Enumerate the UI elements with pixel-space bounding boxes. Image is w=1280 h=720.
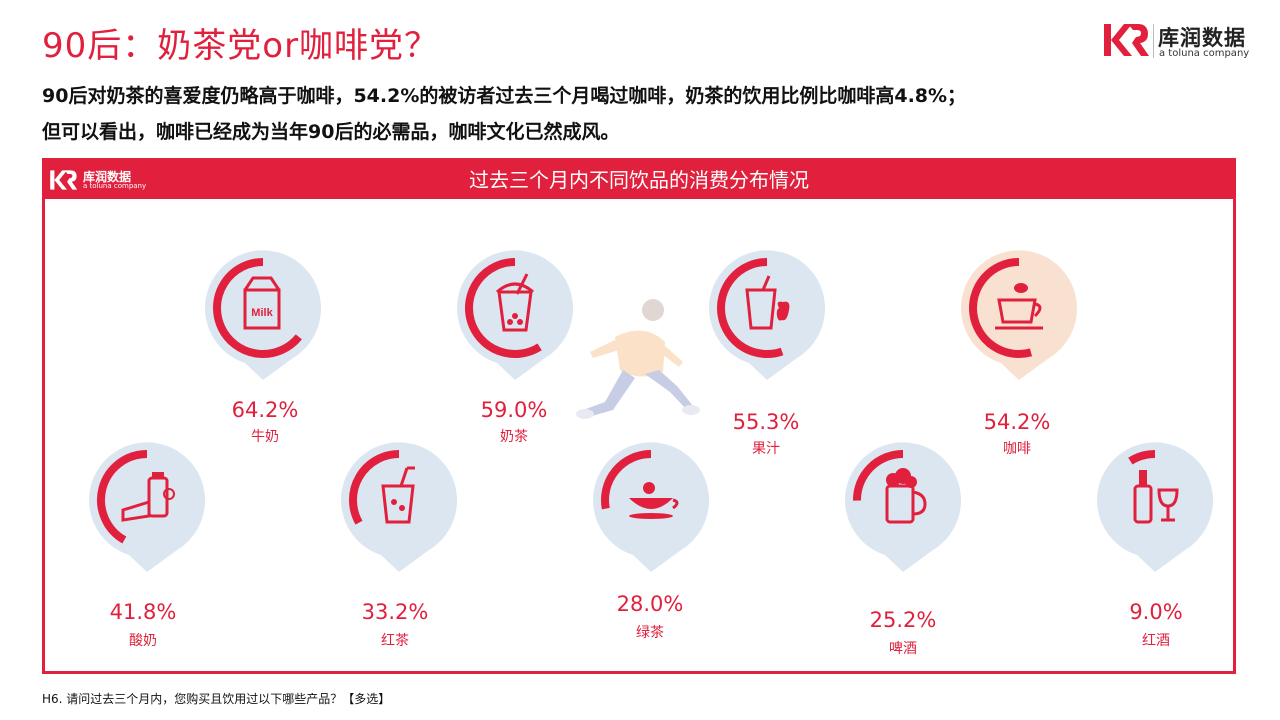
progress-arc — [97, 450, 148, 544]
panel-logo: 库润数据 a toluna company — [49, 167, 149, 193]
brand-name: 库润数据 — [1158, 26, 1246, 50]
category-label-coffee: 咖啡 — [1003, 441, 1031, 457]
drink-item-coffee — [954, 248, 1084, 388]
milk-carton-icon: Milk — [243, 276, 281, 330]
drink-item-juice — [702, 248, 832, 388]
brand-tagline: a toluna company — [1159, 48, 1250, 59]
logo-divider — [1153, 24, 1154, 58]
bubble-tea-icon — [496, 273, 534, 332]
kr-logo-icon — [1104, 24, 1149, 56]
bubble-shape — [1097, 442, 1213, 572]
panel-title: 过去三个月内不同饮品的消费分布情况 — [469, 168, 809, 192]
drink-item-black-tea — [334, 440, 464, 580]
green-tea-icon — [629, 482, 679, 519]
panel-logo-name: 库润数据 — [83, 170, 132, 184]
progress-arc — [852, 450, 904, 501]
category-label-beer: 啤酒 — [889, 641, 917, 657]
value-label-milk-tea: 59.0% — [480, 398, 548, 422]
value-label-black-tea: 33.2% — [361, 600, 429, 624]
runner-illustration — [576, 299, 700, 419]
svg-text:Milk: Milk — [251, 307, 273, 319]
bubble-shape — [845, 442, 961, 572]
beer-icon — [885, 468, 927, 524]
progress-bubble — [205, 250, 321, 380]
drink-item-wine — [1090, 440, 1220, 580]
summary-line-1: 90后对奶茶的喜爱度仍略高于咖啡，54.2%的被访者过去三个月喝过咖啡，奶茶的饮… — [42, 85, 967, 107]
progress-bubble — [1097, 442, 1213, 572]
category-label-milk: 牛奶 — [251, 429, 279, 445]
chart-panel: 过去三个月内不同饮品的消费分布情况 库润数据 a toluna company — [42, 158, 1236, 674]
drink-item-beer — [838, 440, 968, 580]
value-label-coffee: 54.2% — [983, 410, 1051, 434]
progress-bubble — [89, 442, 205, 572]
progress-arc — [601, 450, 652, 510]
coffee-cup-icon — [995, 283, 1043, 330]
value-label-juice: 55.3% — [732, 410, 800, 434]
progress-arc — [969, 258, 1033, 358]
progress-bubble — [961, 250, 1077, 380]
summary-text: 90后对奶茶的喜爱度仍略高于咖啡，54.2%的被访者过去三个月喝过咖啡，奶茶的饮… — [42, 78, 1242, 150]
bubble-shape — [341, 442, 457, 572]
footnote: H6. 请问过去三个月内，您购买且饮用过以下哪些产品？【多选】 — [42, 692, 391, 706]
value-label-milk: 64.2% — [231, 398, 299, 422]
value-label-green-tea: 28.0% — [616, 592, 684, 616]
progress-bubble — [341, 442, 457, 572]
category-label-green-tea: 绿茶 — [636, 625, 664, 641]
category-label-juice: 果汁 — [752, 441, 780, 457]
progress-bubble — [845, 442, 961, 572]
drink-item-green-tea — [586, 440, 716, 580]
brand-logo: 库润数据 a toluna company — [1102, 20, 1262, 62]
progress-arc — [465, 258, 542, 358]
category-label-yogurt: 酸奶 — [129, 633, 157, 649]
yogurt-icon — [121, 472, 175, 522]
progress-arc — [717, 258, 784, 358]
black-tea-icon — [381, 466, 415, 524]
drink-item-milk-tea — [450, 248, 580, 388]
category-label-milk-tea: 奶茶 — [500, 429, 528, 445]
progress-arc — [349, 450, 400, 525]
page-title: 90后：奶茶党or咖啡党？ — [42, 26, 440, 66]
value-label-beer: 25.2% — [869, 608, 937, 632]
value-label-yogurt: 41.8% — [109, 600, 177, 624]
kr-logo-small-icon — [50, 170, 78, 190]
progress-bubble — [709, 250, 825, 380]
drink-item-yogurt — [82, 440, 212, 580]
panel-header — [45, 161, 1233, 199]
progress-arc — [213, 258, 302, 358]
value-label-wine: 9.0% — [1129, 600, 1183, 624]
category-label-wine: 红酒 — [1142, 633, 1170, 649]
panel-logo-tagline: a toluna company — [83, 182, 147, 190]
wine-icon — [1133, 470, 1179, 524]
category-label-black-tea: 红茶 — [381, 633, 409, 649]
summary-line-2: 但可以看出，咖啡已经成为当年90后的必需品，咖啡文化已然成风。 — [42, 121, 620, 143]
progress-arc — [1128, 450, 1156, 465]
drink-item-milk: Milk — [198, 248, 328, 388]
juice-apple-icon — [745, 275, 790, 330]
